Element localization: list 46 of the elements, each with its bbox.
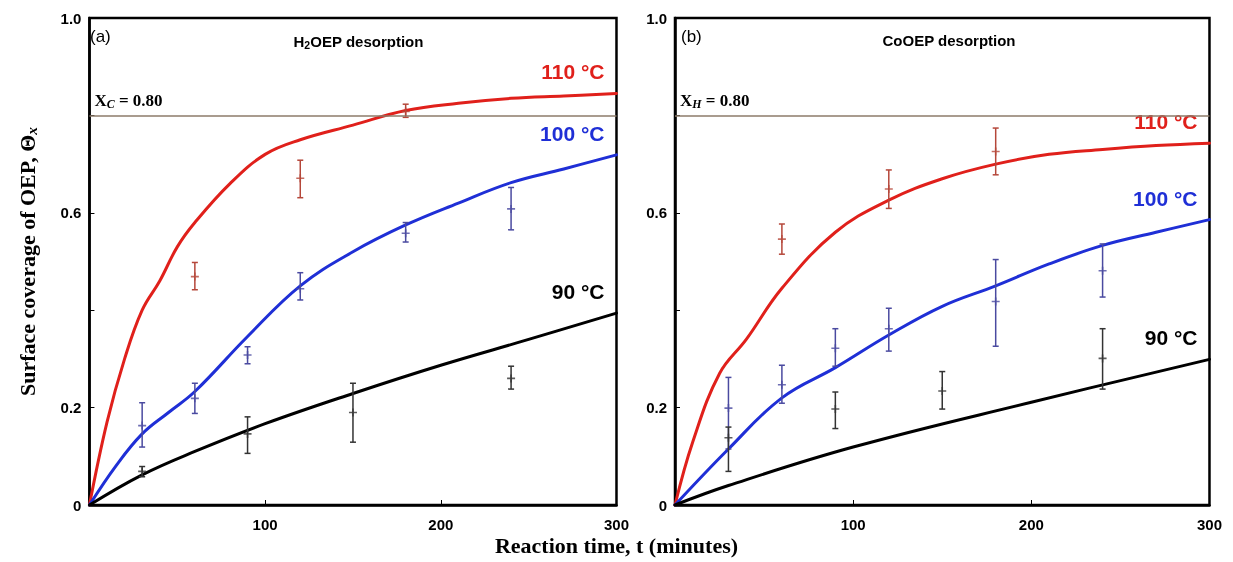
point — [831, 344, 840, 353]
x-axis-title: Reaction time, t (minutes) — [493, 533, 740, 559]
y-tick-label: 1.0 — [60, 9, 82, 27]
annotation: (b) — [681, 27, 702, 46]
y-axis-title: Surface coverage of OEP, Θx — [14, 126, 41, 396]
point — [777, 380, 786, 389]
point — [507, 374, 516, 383]
point — [884, 184, 893, 193]
x-tick-label: 300 — [603, 516, 629, 533]
series-label: 100 °C — [1133, 186, 1198, 210]
x-tick-label: 200 — [1018, 516, 1044, 533]
y-tick-label: 0.6 — [646, 204, 667, 222]
series-label: 110 °C — [541, 60, 605, 84]
point — [296, 174, 305, 183]
annotation: (a) — [90, 27, 111, 46]
x-tick-label: 300 — [1196, 516, 1222, 533]
point — [243, 351, 252, 359]
y-tick-label: 0 — [658, 496, 667, 514]
y-tick-label: 0 — [73, 496, 82, 514]
point — [348, 408, 357, 417]
point — [884, 324, 893, 333]
point — [507, 204, 516, 213]
y-tick-label: 0.2 — [646, 399, 667, 417]
point — [831, 405, 840, 414]
point — [296, 284, 305, 293]
series-label: 100 °C — [540, 121, 605, 145]
x-tick-label: 100 — [840, 516, 866, 533]
point — [724, 404, 733, 413]
text: CoOEP desorption — [882, 32, 1016, 49]
y-tick-label: 0.6 — [60, 204, 82, 222]
point — [190, 394, 199, 403]
series-label: 90 °C — [551, 280, 605, 304]
y-tick-label: 0.2 — [60, 399, 82, 417]
point — [777, 235, 786, 244]
point — [938, 387, 947, 396]
series-label: 110 °C — [1134, 110, 1198, 134]
x-tick-label: 100 — [252, 516, 278, 533]
point — [401, 229, 410, 238]
point — [243, 429, 252, 438]
point — [1098, 266, 1107, 275]
point — [190, 272, 199, 281]
point — [724, 433, 733, 442]
y-tick-label: 1.0 — [646, 9, 667, 27]
series-label: 90 °C — [1144, 326, 1198, 350]
x-tick-label: 200 — [428, 516, 454, 533]
point — [138, 421, 147, 430]
